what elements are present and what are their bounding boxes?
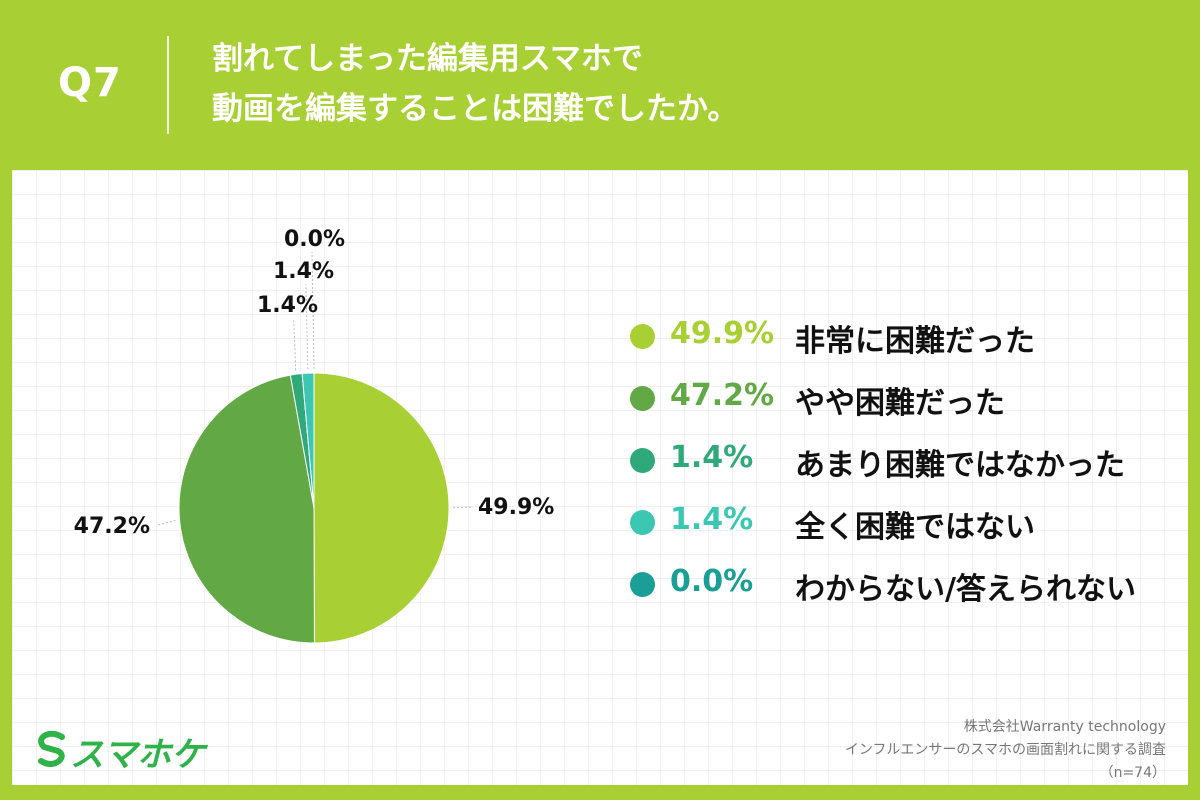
slice-value-label: 1.4% (273, 259, 334, 284)
slice-value-label: 49.9% (478, 495, 554, 520)
question-title-line-2: 動画を編集することは困難でしたか。 (212, 91, 739, 127)
legend-swatch (630, 510, 655, 535)
legend-percent: 1.4% (670, 502, 754, 537)
legend-percent: 49.9% (670, 316, 775, 351)
legend-swatch (630, 324, 655, 349)
source-note: 株式会社Warranty technology インフルエンサーのスマホの画面割… (845, 716, 1166, 785)
question-title-line-1: 割れてしまった編集用スマホで (212, 41, 643, 77)
pie-slice (301, 372, 315, 509)
header: Q7 割れてしまった編集用スマホで 動画を編集することは困難でしたか。 (0, 0, 1200, 170)
legend-label: やや困難だった (795, 386, 1005, 421)
leader-line (311, 251, 315, 370)
slice-value-label: 47.2% (74, 514, 150, 539)
source-company: 株式会社Warranty technology (963, 719, 1166, 735)
legend-percent: 1.4% (670, 440, 754, 475)
pie-slice (313, 372, 450, 644)
pie-data-labels: 49.9% 47.2% 1.4% 1.4% 0.0% (74, 227, 555, 539)
question-number: Q7 (58, 60, 122, 106)
question-title: 割れてしまった編集用スマホで 動画を編集することは困難でしたか。 (212, 34, 738, 134)
source-survey: インフルエンサーのスマホの画面割れに関する調査 (844, 742, 1166, 758)
pie-leader-lines (157, 251, 473, 526)
legend-swatch (630, 572, 655, 597)
legend-swatch (630, 386, 655, 411)
sample-size: （n=74） (1099, 765, 1166, 781)
pie-slice (178, 374, 315, 644)
leader-line (157, 519, 176, 526)
header-divider (167, 36, 169, 134)
slice-value-label: 0.0% (284, 227, 345, 252)
logo-text: スマホケ (70, 735, 205, 775)
logo-s-icon (38, 731, 65, 767)
slice-value-label: 1.4% (257, 293, 318, 318)
leader-line (452, 506, 473, 509)
legend-label: あまり困難ではなかった (795, 448, 1125, 483)
legend-percent: 47.2% (670, 378, 775, 413)
pie-slices (178, 372, 450, 644)
legend-swatch (630, 448, 655, 473)
legend-percent: 0.0% (670, 564, 754, 599)
legend-label: 全く困難ではない (795, 510, 1035, 545)
leader-line (293, 317, 297, 371)
legend-label: 非常に困難だった (795, 324, 1035, 359)
legend-label: わからない/答えられない (795, 572, 1136, 607)
